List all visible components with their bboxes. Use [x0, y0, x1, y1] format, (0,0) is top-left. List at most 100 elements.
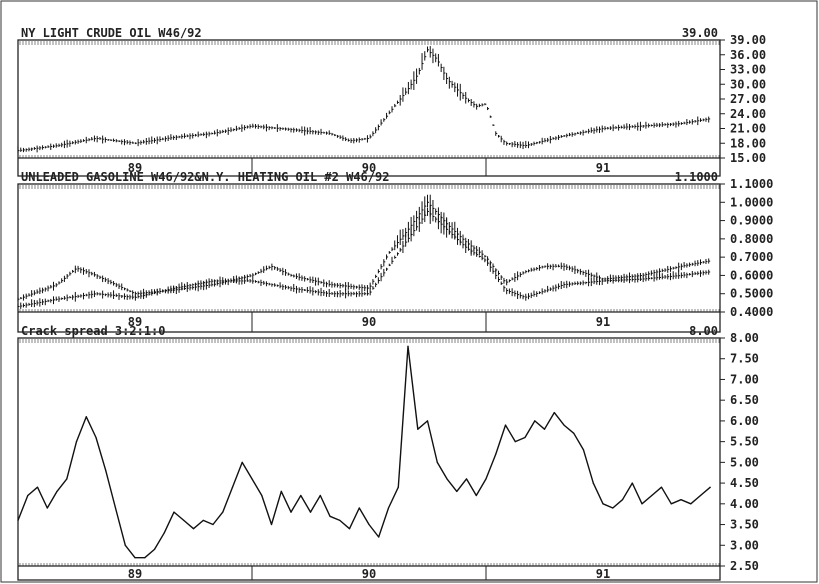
- spread-point: [495, 453, 497, 455]
- y-tick-label: 0.4000: [730, 305, 773, 319]
- spread-point: [699, 494, 702, 497]
- x-tick-label: 90: [362, 161, 376, 175]
- spread-point: [251, 478, 253, 480]
- y-tick-label: 21.00: [730, 122, 766, 136]
- spread-point: [114, 507, 117, 509]
- spread-point: [231, 486, 234, 488]
- x-tick-label: 89: [128, 567, 142, 581]
- x-tick-label: 91: [596, 567, 610, 581]
- spread-point: [348, 528, 351, 530]
- y-tick-label: 0.8000: [730, 232, 773, 246]
- spread-point: [85, 416, 87, 418]
- panel-frame: [17, 337, 721, 581]
- spread-point: [631, 482, 633, 484]
- spread-point: [602, 503, 604, 505]
- spread-point: [397, 486, 399, 488]
- spread-point: [709, 486, 711, 488]
- y-tick-label: 1.1000: [730, 177, 773, 191]
- spread-point: [543, 428, 546, 430]
- spread-point: [358, 507, 360, 509]
- y-tick-label: 27.00: [730, 92, 766, 106]
- spread-point: [563, 424, 565, 426]
- spread-point: [387, 507, 390, 509]
- spread-point: [75, 441, 78, 443]
- spread-point: [17, 519, 19, 522]
- y-tick-label: 33.00: [730, 63, 766, 77]
- spread-point: [241, 461, 243, 463]
- spread-point: [573, 432, 575, 434]
- panel-title: UNLEADED GASOLINE W46/92&N.Y. HEATING OI…: [21, 170, 389, 184]
- y-tick-label: 36.00: [730, 48, 766, 62]
- spread-point: [621, 499, 624, 501]
- y-tick-label: 18.00: [730, 136, 766, 150]
- spread-point: [592, 482, 594, 484]
- spread-point: [46, 507, 48, 509]
- x-tick-label: 89: [128, 161, 142, 175]
- spread-point: [456, 490, 458, 492]
- spread-point: [465, 478, 468, 480]
- spread-point: [319, 494, 321, 497]
- corner-value: 8.00: [689, 324, 718, 338]
- panel-title: NY LIGHT CRUDE OIL W46/92: [21, 26, 202, 40]
- corner-value: 39.00: [682, 26, 718, 40]
- spread-point: [514, 441, 516, 443]
- y-tick-label: 0.7000: [730, 250, 773, 264]
- spread-point: [309, 511, 312, 513]
- spread-point: [56, 490, 58, 492]
- spread-point: [553, 412, 555, 414]
- spread-point: [134, 557, 136, 559]
- x-tick-label: 90: [362, 567, 376, 581]
- spread-point: [36, 486, 39, 488]
- y-tick-label: 6.50: [730, 393, 759, 407]
- spread-point: [524, 436, 526, 439]
- y-tick-label: 0.6000: [730, 268, 773, 282]
- spread-point: [300, 494, 302, 497]
- spread-point: [153, 548, 156, 551]
- spread-point: [368, 523, 370, 526]
- spread-line: [17, 345, 711, 559]
- spread-point: [690, 503, 692, 505]
- y-tick-label: 3.00: [730, 538, 759, 552]
- x-tick-label: 89: [128, 315, 142, 329]
- y-tick-label: 7.50: [730, 352, 759, 366]
- x-tick-label: 91: [596, 161, 610, 175]
- spread-point: [202, 519, 204, 522]
- y-tick-label: 39.00: [730, 33, 766, 47]
- spread-point: [660, 486, 663, 488]
- spread-point: [407, 345, 409, 347]
- spread-point: [163, 532, 165, 534]
- spread-point: [66, 478, 68, 480]
- spread-point: [651, 494, 653, 497]
- spread-point: [192, 528, 195, 530]
- spread-point: [144, 557, 146, 559]
- y-tick-label: 0.9000: [730, 214, 773, 228]
- panel-frame: [17, 39, 721, 177]
- spread-point: [504, 424, 507, 426]
- y-tick-label: 5.00: [730, 455, 759, 469]
- y-tick-label: 5.50: [730, 435, 759, 449]
- panel-title: Crack spread 3:2:1:0: [21, 324, 166, 338]
- spread-point: [339, 519, 341, 522]
- y-tick-label: 7.00: [730, 372, 759, 386]
- panel-2: 89 90 91 UNLEADED GASOLINE W46/92&N.Y. HEAT…: [17, 170, 773, 333]
- spread-point: [436, 461, 438, 463]
- spread-point: [212, 523, 214, 526]
- y-tick-label: 3.50: [730, 518, 759, 532]
- spread-point: [612, 507, 614, 509]
- spread-point: [173, 511, 175, 513]
- panel-frame: [17, 183, 721, 333]
- spread-point: [27, 494, 29, 497]
- spread-point: [222, 511, 224, 513]
- spread-point: [417, 428, 419, 430]
- y-tick-label: 30.00: [730, 77, 766, 91]
- spread-point: [446, 478, 448, 480]
- spread-point: [183, 519, 185, 522]
- corner-value: 1.1000: [675, 170, 718, 184]
- y-tick-label: 0.5000: [730, 287, 773, 301]
- spread-point: [485, 478, 487, 480]
- y-tick-label: 8.00: [730, 331, 759, 345]
- y-tick-label: 2.50: [730, 559, 759, 573]
- spread-point: [670, 503, 672, 505]
- y-tick-label: 1.0000: [730, 195, 773, 209]
